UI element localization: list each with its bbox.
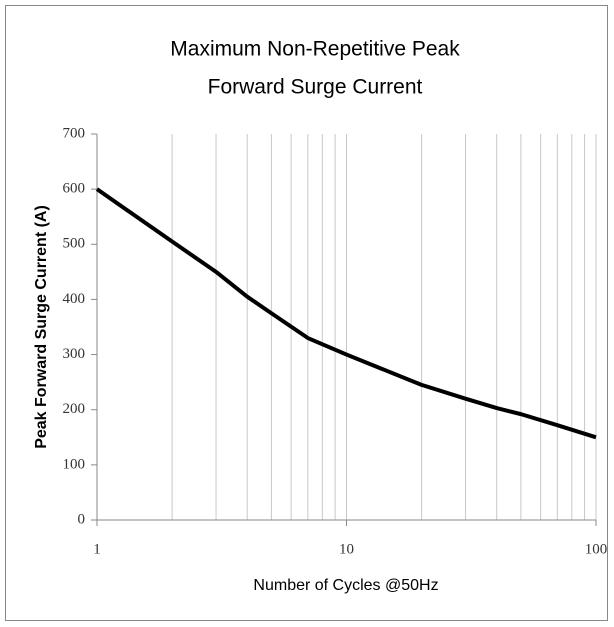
x-axis-label: Number of Cycles @50Hz <box>253 577 438 594</box>
x-tick-label: 100 <box>585 541 608 557</box>
y-axis-label: Peak Forward Surge Current (A) <box>33 205 50 449</box>
y-tick-label: 600 <box>63 181 86 197</box>
x-tick-label: 10 <box>339 541 354 557</box>
y-tick-label: 400 <box>63 291 86 307</box>
y-tick-label: 100 <box>63 456 86 472</box>
chart-title: Maximum Non-Repetitive Peak <box>170 38 460 61</box>
chart-title: Forward Surge Current <box>208 76 423 99</box>
x-tick-label: 1 <box>93 541 101 557</box>
y-tick-label: 700 <box>63 125 86 141</box>
chart-border <box>5 5 608 621</box>
data-line <box>95 187 597 440</box>
y-tick-label: 200 <box>63 401 86 417</box>
y-tick-label: 500 <box>63 236 86 252</box>
y-tick-label: 0 <box>78 511 86 527</box>
y-tick-label: 300 <box>63 346 86 362</box>
